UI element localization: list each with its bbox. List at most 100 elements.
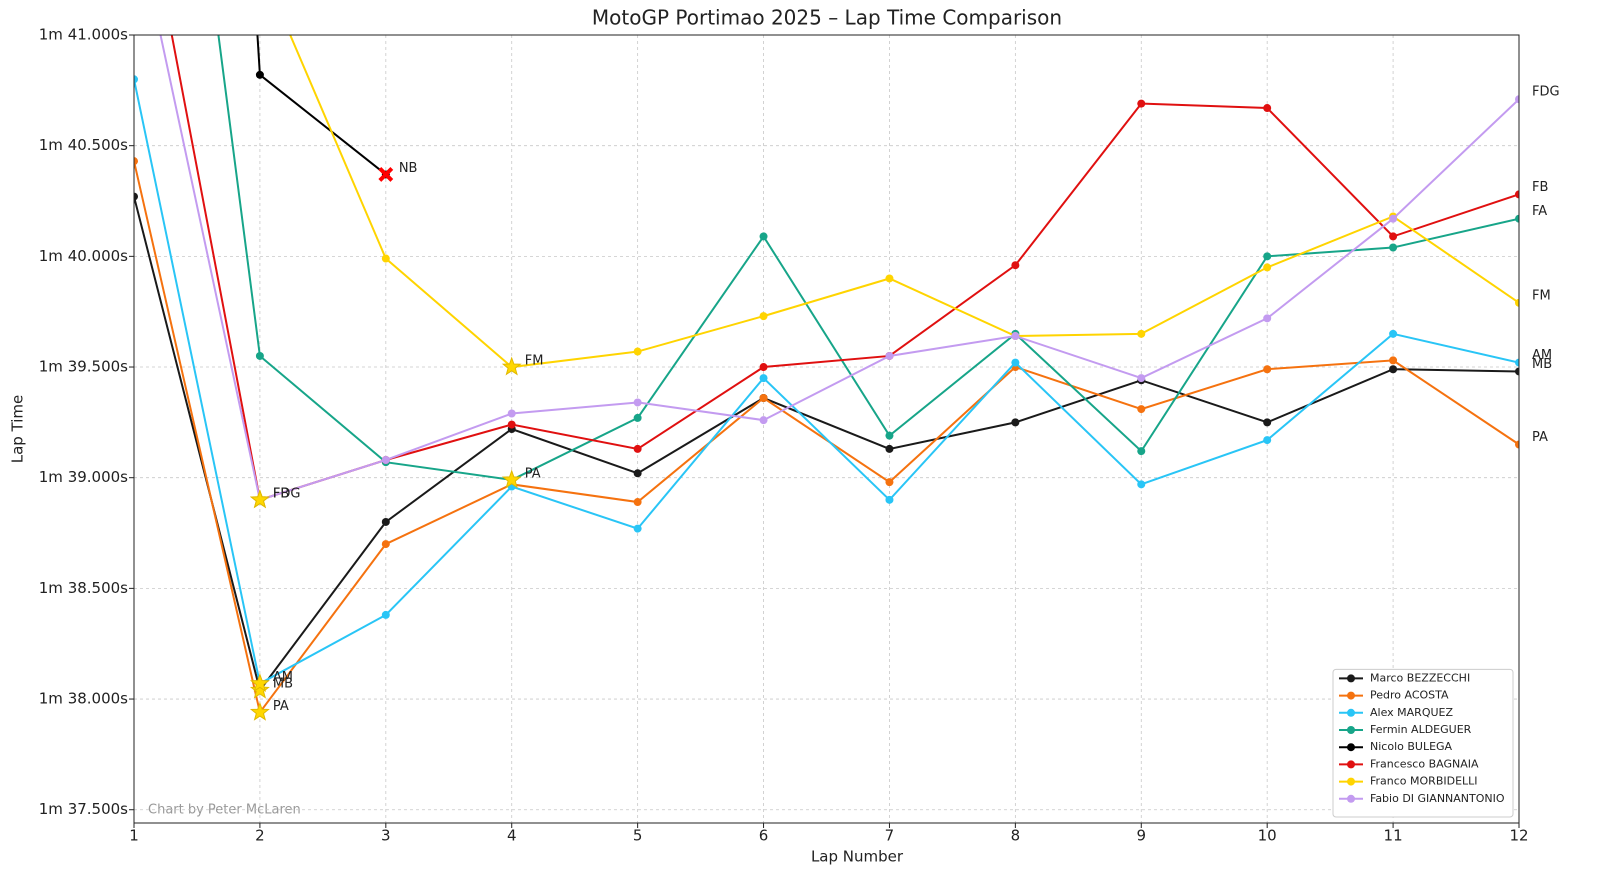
- data-point: [381, 254, 390, 263]
- legend-marker: [1347, 708, 1355, 717]
- data-point: [1137, 329, 1146, 338]
- crash-marker: [378, 167, 394, 182]
- data-point: [759, 312, 768, 321]
- legend-label: Fermin ALDEGUER: [1370, 723, 1472, 736]
- data-point: [633, 413, 642, 422]
- data-point: [1263, 418, 1272, 427]
- data-point: [134, 75, 138, 84]
- x-tick-label: 5: [633, 827, 643, 845]
- data-point: [633, 347, 642, 356]
- series-line: [289, 35, 1519, 369]
- annotation-label: MB: [273, 677, 293, 692]
- data-point: [633, 498, 642, 507]
- annotation-label: PA: [525, 466, 541, 481]
- legend-label: Fabio DI GIANNANTONIO: [1370, 792, 1505, 805]
- legend-marker: [1347, 777, 1355, 786]
- data-point: [885, 495, 894, 504]
- data-point: [885, 431, 894, 440]
- data-point: [633, 398, 642, 407]
- data-point: [381, 610, 390, 619]
- data-point: [1263, 436, 1272, 445]
- x-tick-label: 4: [507, 827, 517, 845]
- data-point: [134, 192, 138, 201]
- end-label: FDG: [1532, 85, 1560, 100]
- annotation-label: FDG: [273, 486, 301, 501]
- annotation-label: FM: [525, 354, 544, 369]
- data-point: [1263, 314, 1272, 323]
- legend-marker: [1347, 760, 1355, 769]
- data-point: [759, 363, 768, 372]
- end-label: MB: [1532, 357, 1552, 372]
- legend-label: Marco BEZZECCHI: [1370, 671, 1470, 684]
- data-point: [633, 444, 642, 453]
- data-point: [885, 478, 894, 487]
- annotation-label: PA: [273, 699, 289, 714]
- data-point: [1389, 214, 1398, 223]
- data-point: [1389, 356, 1398, 365]
- end-label: FA: [1532, 204, 1547, 219]
- legend: Marco BEZZECCHI Pedro ACOSTA Alex MARQUEZ F…: [1332, 668, 1514, 818]
- data-point: [1011, 358, 1020, 367]
- legend-marker: [1347, 743, 1355, 752]
- data-point: [759, 394, 768, 403]
- data-point: [507, 409, 516, 418]
- legend-label: Francesco BAGNAIA: [1370, 757, 1479, 770]
- best-lap-star: [249, 701, 270, 721]
- end-label: PA: [1532, 430, 1548, 445]
- y-axis-label: Lap Time: [9, 395, 27, 464]
- data-point: [1389, 329, 1398, 338]
- data-point: [381, 517, 390, 526]
- legend-label: Pedro ACOSTA: [1370, 689, 1449, 702]
- data-point: [1515, 440, 1519, 449]
- legend-label: Alex MARQUEZ: [1370, 706, 1453, 719]
- data-point: [1389, 243, 1398, 252]
- data-point: [1515, 95, 1519, 104]
- data-point: [255, 70, 264, 79]
- best-lap-star: [249, 679, 270, 699]
- end-label: AM: [1532, 348, 1552, 363]
- y-tick-label: 1m 39.500s: [39, 358, 128, 376]
- x-tick-label: 10: [1258, 827, 1277, 845]
- y-tick-label: 1m 37.500s: [39, 800, 128, 818]
- data-point: [1011, 332, 1020, 341]
- data-point: [885, 274, 894, 283]
- series-line: [159, 35, 1519, 502]
- data-point: [1137, 405, 1146, 414]
- data-point: [134, 157, 138, 166]
- x-axis-label: Lap Number: [811, 848, 904, 866]
- data-point: [759, 416, 768, 425]
- data-point: [633, 469, 642, 478]
- data-point: [1263, 263, 1272, 272]
- data-point: [633, 524, 642, 533]
- data-point: [1515, 358, 1519, 367]
- annotation-label: FB: [273, 486, 289, 501]
- data-point: [1011, 261, 1020, 270]
- data-point: [1137, 374, 1146, 383]
- legend-marker: [1347, 794, 1355, 803]
- x-tick-label: 1: [129, 827, 139, 845]
- y-tick-label: 1m 38.000s: [39, 690, 128, 708]
- best-lap-star: [249, 673, 270, 692]
- series-line: [217, 35, 1519, 481]
- legend-label: Nicolo BULEGA: [1370, 740, 1453, 753]
- data-point: [759, 232, 768, 241]
- x-tick-label: 2: [255, 827, 265, 845]
- legend-marker: [1347, 674, 1355, 683]
- plot-area: [134, 35, 1519, 717]
- y-tick-label: 1m 39.000s: [39, 468, 128, 486]
- y-tick-label: 1m 38.500s: [39, 579, 128, 597]
- end-label: FM: [1532, 288, 1551, 303]
- best-lap-star: [501, 356, 522, 376]
- end-label: FB: [1532, 180, 1548, 195]
- data-point: [1515, 298, 1519, 307]
- best-lap-star: [501, 469, 522, 489]
- legend-label: Franco MORBIDELLI: [1370, 775, 1478, 788]
- y-tick-label: 1m 41.000s: [39, 26, 128, 44]
- x-tick-label: 3: [381, 827, 391, 845]
- legend-marker: [1347, 691, 1355, 700]
- y-tick-label: 1m 40.500s: [39, 136, 128, 154]
- data-point: [1515, 367, 1519, 376]
- x-tick-label: 6: [759, 827, 769, 845]
- data-point: [1011, 418, 1020, 427]
